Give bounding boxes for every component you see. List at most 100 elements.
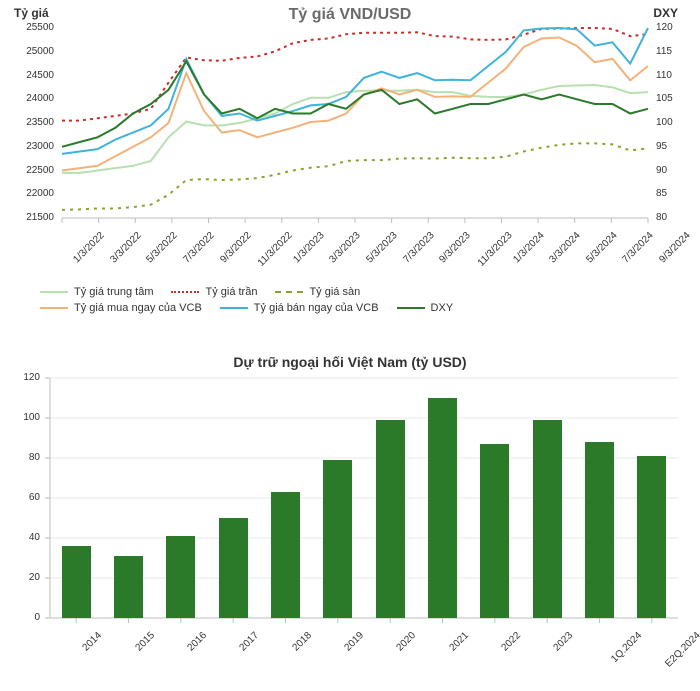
legend-swatch (171, 291, 199, 293)
bar (271, 492, 300, 618)
bar-ytick: 120 (23, 372, 40, 383)
bar-xtick: 2019 (342, 630, 366, 654)
bar-xtick: 2023 (552, 630, 576, 654)
legend-label: Tỷ giá sàn (309, 286, 360, 298)
bar (219, 518, 248, 618)
legend-swatch (220, 307, 248, 309)
legend-swatch (40, 291, 68, 293)
bar (114, 556, 143, 618)
bar-xtick: 2020 (395, 630, 419, 654)
line-xtick: 7/3/2022 (181, 230, 216, 265)
legend-label: DXY (431, 302, 454, 314)
line-xtick: 7/3/2023 (401, 230, 436, 265)
bar-ytick: 60 (29, 492, 40, 503)
line-series (62, 28, 648, 121)
line-ytick-left: 21500 (26, 212, 54, 223)
legend-label: Tỷ giá trần (205, 286, 257, 298)
line-ytick-right: 95 (656, 141, 667, 152)
line-xtick: 11/3/2023 (476, 230, 515, 269)
line-ytick-right: 100 (656, 117, 673, 128)
line-ytick-left: 24000 (26, 93, 54, 104)
line-xtick: 5/3/2023 (364, 230, 399, 265)
line-ytick-left: 23500 (26, 117, 54, 128)
line-xticks: 1/3/20223/3/20225/3/20227/3/20229/3/2022… (62, 222, 648, 277)
legend-label: Tỷ giá mua ngay của VCB (74, 302, 202, 314)
bar-ytick: 100 (23, 412, 40, 423)
bar (376, 420, 405, 618)
bar-bars (50, 378, 678, 618)
line-ytick-left: 22000 (26, 188, 54, 199)
legend-label: Tỷ giá bán ngay của VCB (254, 302, 379, 314)
bar-xtick: E2Q.2024 (663, 630, 700, 670)
line-xtick: 3/3/2024 (548, 230, 583, 265)
line-xtick: 1/3/2022 (71, 230, 106, 265)
line-series (62, 85, 648, 173)
line-xtick: 5/3/2024 (584, 230, 619, 265)
line-ytick-left: 25000 (26, 46, 54, 57)
line-yticks-left: 2150022000225002300023500240002450025000… (0, 28, 58, 218)
axis-left-label: Tỷ giá (14, 6, 49, 20)
line-xtick: 7/3/2024 (621, 230, 656, 265)
line-xtick: 3/3/2023 (328, 230, 363, 265)
legend-item: Tỷ giá trần (171, 286, 257, 298)
bar-xtick: 2022 (499, 630, 523, 654)
bar-ytick: 0 (34, 612, 40, 623)
legend-item: Tỷ giá trung tâm (40, 286, 153, 298)
bar-ytick: 40 (29, 532, 40, 543)
legend-label: Tỷ giá trung tâm (74, 286, 153, 298)
line-xtick: 1/3/2023 (291, 230, 326, 265)
line-xtick: 9/3/2022 (218, 230, 253, 265)
line-series-group (62, 28, 648, 210)
line-xtick: 9/3/2023 (438, 230, 473, 265)
legend-item: Tỷ giá mua ngay của VCB (40, 302, 202, 314)
legend-item: Tỷ giá sàn (275, 286, 360, 298)
line-ytick-right: 120 (656, 22, 673, 33)
line-xtick: 11/3/2022 (256, 230, 295, 269)
legend-item: Tỷ giá bán ngay của VCB (220, 302, 379, 314)
line-ytick-left: 23000 (26, 141, 54, 152)
bar (480, 444, 509, 618)
bar-xticks: 2014201520162017201820192020202120222023… (50, 622, 678, 680)
line-xtick: 9/3/2024 (657, 230, 692, 265)
bar-xtick: 2014 (81, 630, 105, 654)
line-plot-area (62, 28, 648, 218)
line-ytick-right: 115 (656, 46, 672, 57)
bar (585, 442, 614, 618)
bar-xtick: 2021 (447, 630, 471, 654)
bar-plot-area (50, 378, 678, 618)
legend-swatch (275, 291, 303, 293)
bar (166, 536, 195, 618)
line-ytick-right: 110 (656, 70, 672, 81)
bar-xtick: 2015 (133, 630, 157, 654)
line-plot-svg (62, 28, 648, 218)
line-ytick-right: 85 (656, 188, 667, 199)
axis-right-label: DXY (653, 6, 678, 20)
bar-xtick: 1Q.2024 (609, 630, 644, 665)
legend-swatch (40, 307, 68, 309)
line-xtick: 1/3/2024 (511, 230, 546, 265)
legend-item: DXY (397, 302, 454, 314)
bar-yticks: 020406080100120 (0, 378, 46, 618)
bar-xtick: 2017 (238, 630, 262, 654)
bar-ytick: 80 (29, 452, 40, 463)
line-yticks-right: 80859095100105110115120 (652, 28, 700, 218)
line-ytick-right: 105 (656, 93, 673, 104)
line-legend: Tỷ giá trung tâm Tỷ giá trần Tỷ giá sàn Tỷ … (40, 282, 690, 316)
line-ytick-left: 22500 (26, 165, 54, 176)
bar (62, 546, 91, 618)
legend-swatch (397, 307, 425, 309)
line-xtick: 5/3/2022 (145, 230, 180, 265)
line-ytick-left: 24500 (26, 70, 54, 81)
line-xtick: 3/3/2022 (108, 230, 143, 265)
line-ytick-right: 80 (656, 212, 667, 223)
bar-xtick: 2016 (185, 630, 209, 654)
bar (428, 398, 457, 618)
bar-chart: Dự trữ ngoại hối Việt Nam (tỷ USD) 0 20 40… (0, 350, 700, 686)
bar (533, 420, 562, 618)
bar-chart-title: Dự trữ ngoại hối Việt Nam (tỷ USD) (0, 354, 700, 370)
line-ytick-right: 90 (656, 165, 667, 176)
bar (637, 456, 666, 618)
bar-ytick: 20 (29, 572, 40, 583)
line-chart-title: Tỷ giá VND/USD (0, 6, 700, 24)
line-series (62, 143, 648, 210)
